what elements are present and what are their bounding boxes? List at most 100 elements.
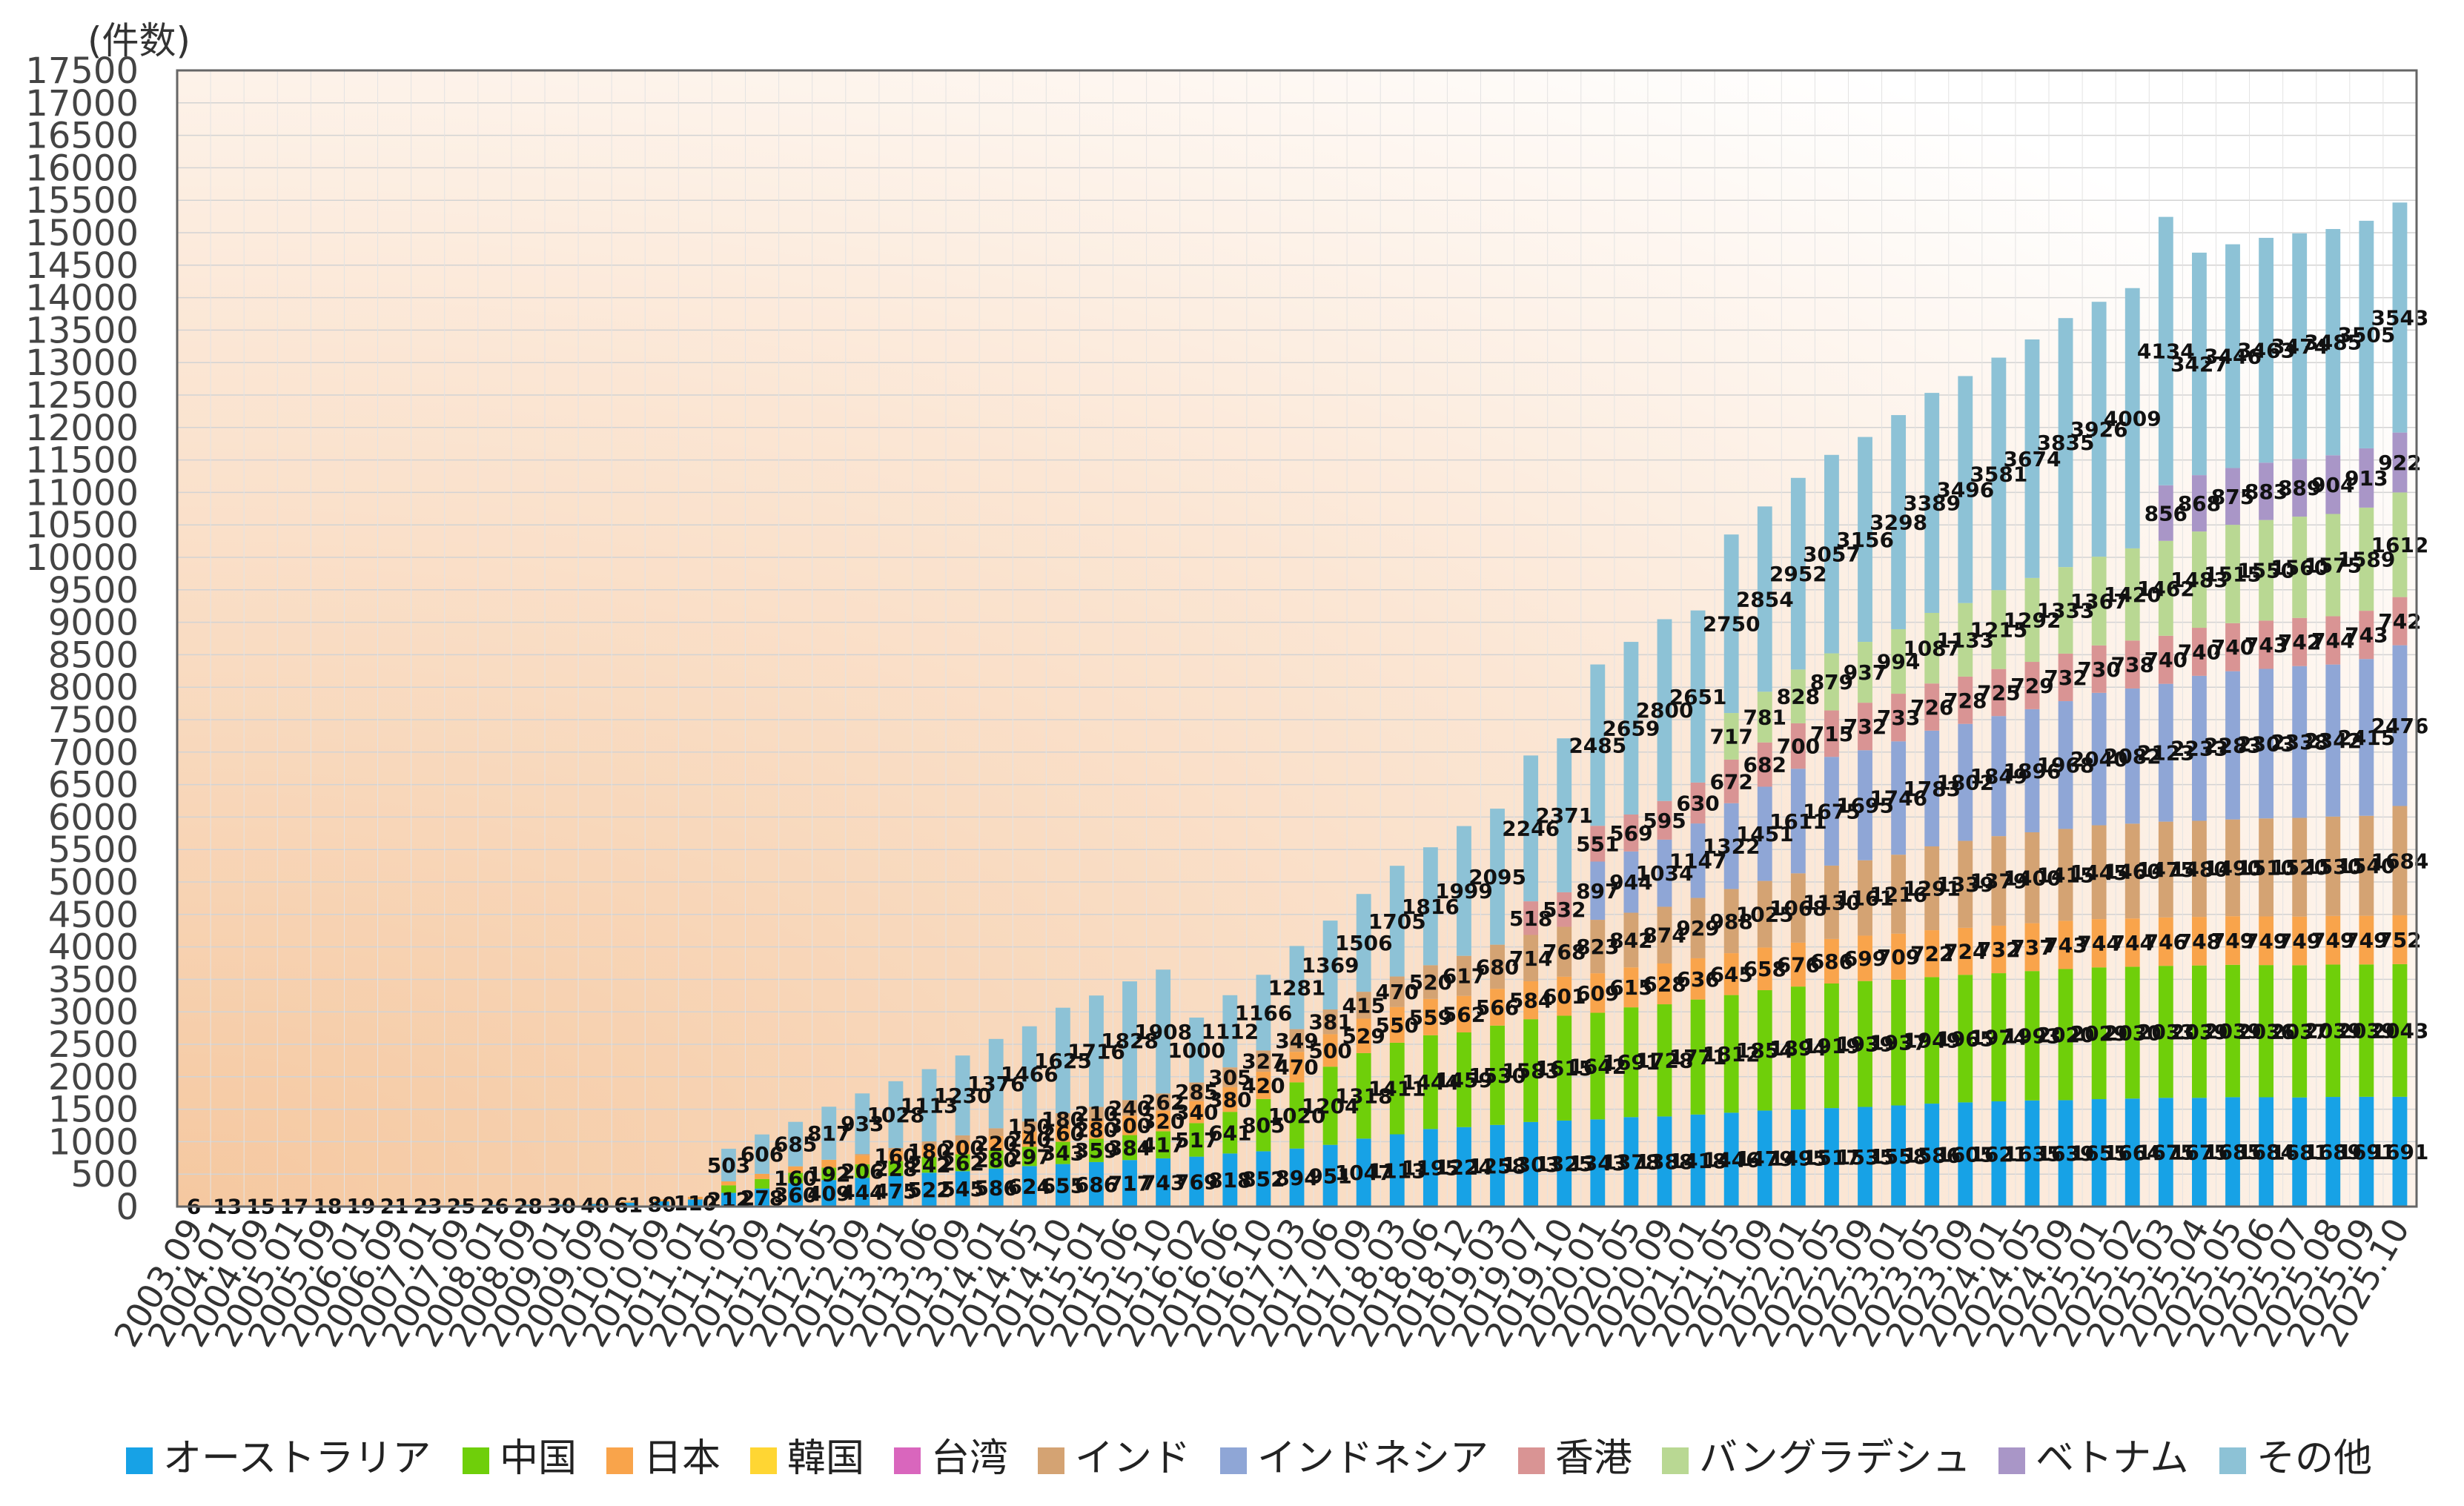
data-label: 733: [1877, 706, 1920, 730]
bar-segment: [1723, 995, 1739, 1113]
bar-segment: [1523, 981, 1539, 1020]
bar-segment: [1824, 938, 1839, 984]
bar-segment: [2191, 965, 2207, 1098]
bar-segment: [2124, 823, 2140, 919]
data-label: 1691: [2371, 1140, 2428, 1164]
bar-segment: [1423, 1035, 1438, 1130]
data-label: 894: [1275, 1166, 1318, 1190]
bar-segment: [1891, 933, 1907, 980]
data-label: 343: [1041, 1141, 1084, 1166]
data-label: 3463: [2237, 339, 2295, 363]
data-label: 937: [1844, 660, 1887, 685]
bar-segment: [755, 1178, 769, 1189]
bar-segment: [1389, 1042, 1405, 1135]
legend-label: インドネシア: [1257, 1436, 1488, 1481]
bar-segment: [1389, 1134, 1405, 1207]
bar-segment: [2259, 620, 2274, 669]
bar-segment: [2191, 1098, 2207, 1207]
data-label: 160: [774, 1166, 817, 1190]
bar-segment: [2325, 816, 2341, 916]
data-label: 1047: [1335, 1161, 1393, 1185]
bar-segment: [1222, 995, 1238, 1068]
bar-segment: [2359, 915, 2374, 965]
bar-segment: [1122, 981, 1137, 1101]
legend-label: 香港: [1555, 1436, 1632, 1481]
data-label: 1281: [1268, 975, 1326, 1000]
data-label: 384: [1108, 1135, 1151, 1160]
data-label: 879: [1810, 670, 1853, 694]
bar-segment: [1457, 1032, 1471, 1127]
bar-segment: [2225, 468, 2240, 525]
bar-segment: [1021, 1147, 1037, 1167]
bar-segment: [2124, 288, 2140, 548]
data-label: 360: [774, 1183, 817, 1207]
data-label: 1451: [1736, 822, 1794, 846]
bar-segment: [1557, 1015, 1572, 1121]
bar-segment: [855, 1155, 870, 1165]
data-label: 717: [1108, 1172, 1151, 1196]
bar-segment: [1690, 1114, 1706, 1207]
data-label: 150: [1008, 1115, 1051, 1139]
bar-segment: [1189, 1082, 1205, 1101]
bar-segment: [1924, 977, 1940, 1104]
y-tick-label: 15500: [25, 180, 139, 222]
bar-segment: [1389, 976, 1405, 1007]
bar-segment: [1690, 898, 1706, 958]
bar-segment: [1122, 1100, 1137, 1116]
data-label: 1325: [1535, 1152, 1593, 1176]
bar-segment: [2024, 923, 2040, 972]
data-label: 1369: [1302, 953, 1359, 978]
bar-segment: [1523, 1121, 1539, 1207]
data-label: 1376: [967, 1072, 1025, 1096]
bar-segment: [921, 1069, 937, 1142]
bar-segment: [1657, 619, 1672, 801]
data-label: 2476: [2371, 714, 2428, 738]
bar-segment: [2124, 1098, 2140, 1207]
bar-segment: [2359, 815, 2374, 916]
data-label: 1378: [1602, 1150, 1660, 1175]
bar-segment: [1557, 926, 1572, 977]
y-tick-label: 8500: [48, 634, 139, 676]
data-label: 1611: [1769, 809, 1827, 834]
y-tick-label: 5500: [48, 829, 139, 871]
bar-segment: [2325, 616, 2341, 665]
data-label: 685: [774, 1132, 817, 1157]
data-label: 3835: [2037, 431, 2095, 455]
y-tick-label: 8000: [48, 667, 139, 709]
data-label: 686: [1075, 1172, 1118, 1197]
bar-segment: [888, 1150, 904, 1161]
bar-segment: [788, 1183, 804, 1207]
data-label: 1318: [1335, 1084, 1393, 1109]
data-label: 417: [1142, 1133, 1185, 1158]
bar-segment: [821, 1107, 837, 1160]
bar-segment: [1757, 947, 1772, 991]
data-label: 1558: [1869, 1144, 1927, 1169]
data-label: 730: [2077, 657, 2120, 682]
bar-segment: [2259, 462, 2274, 520]
bar-segment: [1924, 930, 1940, 978]
data-label: 676: [1777, 953, 1820, 978]
bar-segment: [1189, 1123, 1205, 1157]
data-label: 606: [741, 1142, 784, 1167]
data-label: 2095: [1468, 865, 1526, 889]
data-labels: 6 13 15 17 18 19 21 23 25 26 28 30 40 61 8011021250327…: [187, 305, 2429, 1218]
bar-segment: [1389, 1006, 1405, 1043]
bar-segment: [2058, 920, 2073, 969]
data-label: 1418: [1669, 1149, 1727, 1173]
data-label: 680: [1476, 955, 1519, 979]
bar-segment: [1958, 840, 1973, 928]
bar-segment: [2292, 517, 2308, 618]
bar-segment: [1021, 1121, 1037, 1132]
data-label: 609: [1576, 981, 1619, 1006]
bar-segment: [2259, 1097, 2274, 1207]
data-label: 349: [1275, 1029, 1318, 1053]
legend-swatch: [2219, 1447, 2246, 1474]
data-label: 1343: [1569, 1151, 1626, 1175]
data-label: 559: [1409, 1005, 1452, 1029]
bar-segment: [1156, 1093, 1171, 1111]
bar-segment: [1924, 393, 1940, 613]
y-tick-label: 4000: [48, 927, 139, 969]
data-label: 743: [2044, 933, 2087, 958]
data-label: 80: [647, 1192, 676, 1216]
data-label: 3674: [2004, 447, 2061, 471]
